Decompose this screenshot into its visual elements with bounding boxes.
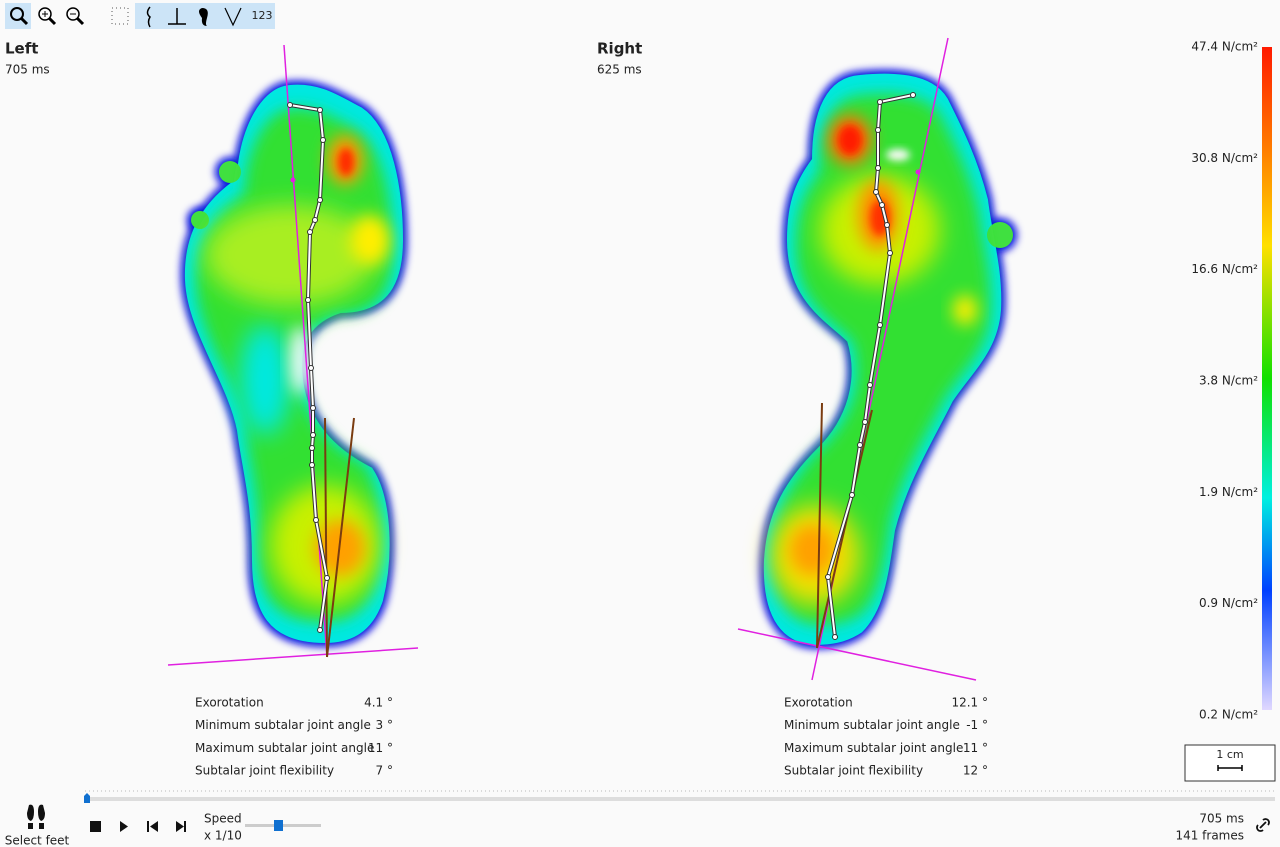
cop-point xyxy=(324,575,330,581)
legend-label: 1.9 N/cm² xyxy=(1199,485,1258,499)
metric-value: -1 ° xyxy=(966,718,988,732)
select-feet-button[interactable] xyxy=(27,804,45,829)
metric-label: Subtalar joint flexibility xyxy=(195,764,334,778)
metric-label: Maximum subtalar joint angle xyxy=(195,741,374,755)
legend-label: 47.4 N/cm² xyxy=(1191,40,1258,54)
foot-time: 705 ms xyxy=(5,63,50,77)
legend-label: 30.8 N/cm² xyxy=(1191,151,1258,165)
scale-box xyxy=(1184,744,1276,782)
play-button[interactable] xyxy=(120,821,128,832)
legend-labels: 47.4 N/cm² 30.8 N/cm² 16.6 N/cm² 3.8 N/cm² 1… xyxy=(1191,40,1258,722)
cop-point xyxy=(862,419,868,425)
next-button[interactable] xyxy=(176,821,186,832)
toolbar: 123 xyxy=(5,3,275,29)
center-of-pressure-path xyxy=(287,92,916,640)
left-footprint xyxy=(187,88,400,640)
metric-value: 11 ° xyxy=(963,741,988,755)
cop-point xyxy=(884,222,890,228)
frame-count: 141 frames xyxy=(1175,829,1244,843)
current-time: 705 ms xyxy=(1199,812,1244,826)
cop-point xyxy=(287,102,293,108)
timeline-thumb[interactable] xyxy=(84,793,90,803)
select-feet-label: Select feet xyxy=(5,834,70,847)
scale-label: 1 cm xyxy=(1216,748,1243,761)
zoom-out[interactable] xyxy=(66,7,85,26)
cop-point xyxy=(313,517,319,523)
cop-point xyxy=(867,382,873,388)
cop-point xyxy=(825,574,831,580)
metric-label: Exorotation xyxy=(195,696,264,710)
metrics: Exorotation 4.1 ° Minimum subtalar joint a… xyxy=(195,696,988,778)
metric-label: Subtalar joint flexibility xyxy=(784,764,923,778)
cop-point xyxy=(877,322,883,328)
foot-time: 625 ms xyxy=(597,63,642,77)
speed-value: x 1/10 xyxy=(204,829,242,843)
cop-point xyxy=(317,107,323,113)
stop-button[interactable] xyxy=(90,821,101,832)
foot-title: Left xyxy=(5,40,38,58)
cop-point xyxy=(308,365,314,371)
cop-point xyxy=(309,445,315,451)
measurement-lines xyxy=(167,37,977,681)
link-button[interactable] xyxy=(1256,818,1270,832)
legend-label: 16.6 N/cm² xyxy=(1191,262,1258,276)
cop-point xyxy=(310,432,316,438)
cop-point xyxy=(307,229,313,235)
foot-icon xyxy=(199,8,208,26)
metric-value: 12.1 ° xyxy=(951,696,988,710)
legend-label: 0.9 N/cm² xyxy=(1199,596,1258,610)
scale-bar xyxy=(1217,765,1243,771)
metric-label: Maximum subtalar joint angle xyxy=(784,741,963,755)
cop-point xyxy=(317,627,323,633)
cop-point xyxy=(832,634,838,640)
timeline-track[interactable] xyxy=(85,797,1275,801)
cop-point xyxy=(877,99,883,105)
values-toggle[interactable]: 123 xyxy=(252,9,273,22)
zoom-in[interactable] xyxy=(38,7,57,26)
color-bar xyxy=(1262,47,1272,710)
color-legend: 47.4 N/cm² 30.8 N/cm² 16.6 N/cm² 3.8 N/cm² 1… xyxy=(1191,40,1272,722)
metric-label: Minimum subtalar joint angle xyxy=(784,718,960,732)
cop-point xyxy=(873,189,879,195)
grid-toggle[interactable] xyxy=(111,7,129,25)
right-footprint xyxy=(767,77,1017,642)
line-icon xyxy=(146,6,151,28)
cop-point xyxy=(317,197,323,203)
legend-label: 0.2 N/cm² xyxy=(1199,708,1258,722)
metric-value: 11 ° xyxy=(368,741,393,755)
speed-thumb[interactable] xyxy=(274,820,283,831)
cop-point xyxy=(320,137,326,143)
cop-point xyxy=(875,165,881,171)
cop-point xyxy=(305,297,311,303)
metric-value: 12 ° xyxy=(963,764,988,778)
metric-label: Minimum subtalar joint angle xyxy=(195,718,371,732)
perpendicular-icon xyxy=(168,8,186,25)
metric-value: 7 ° xyxy=(376,764,393,778)
cop-point xyxy=(310,405,316,411)
legend-label: 3.8 N/cm² xyxy=(1199,374,1258,388)
zoom-icon xyxy=(19,16,29,26)
zoom-icon xyxy=(10,7,24,21)
cop-point xyxy=(309,462,315,468)
cop-point xyxy=(879,202,885,208)
cop-point xyxy=(887,250,893,256)
zoom-tool[interactable] xyxy=(5,3,31,29)
previous-button[interactable] xyxy=(147,821,158,832)
foot-title: Right xyxy=(597,40,642,58)
cop-point xyxy=(910,92,916,98)
cop-point xyxy=(875,127,881,133)
metric-label: Exorotation xyxy=(784,696,853,710)
metric-value: 3 ° xyxy=(376,718,393,732)
metric-value: 4.1 ° xyxy=(364,696,393,710)
cop-point xyxy=(849,492,855,498)
speed-label: Speed xyxy=(204,812,242,826)
cop-point xyxy=(857,442,863,448)
cop-point xyxy=(312,217,318,223)
angle-icon xyxy=(224,7,242,27)
